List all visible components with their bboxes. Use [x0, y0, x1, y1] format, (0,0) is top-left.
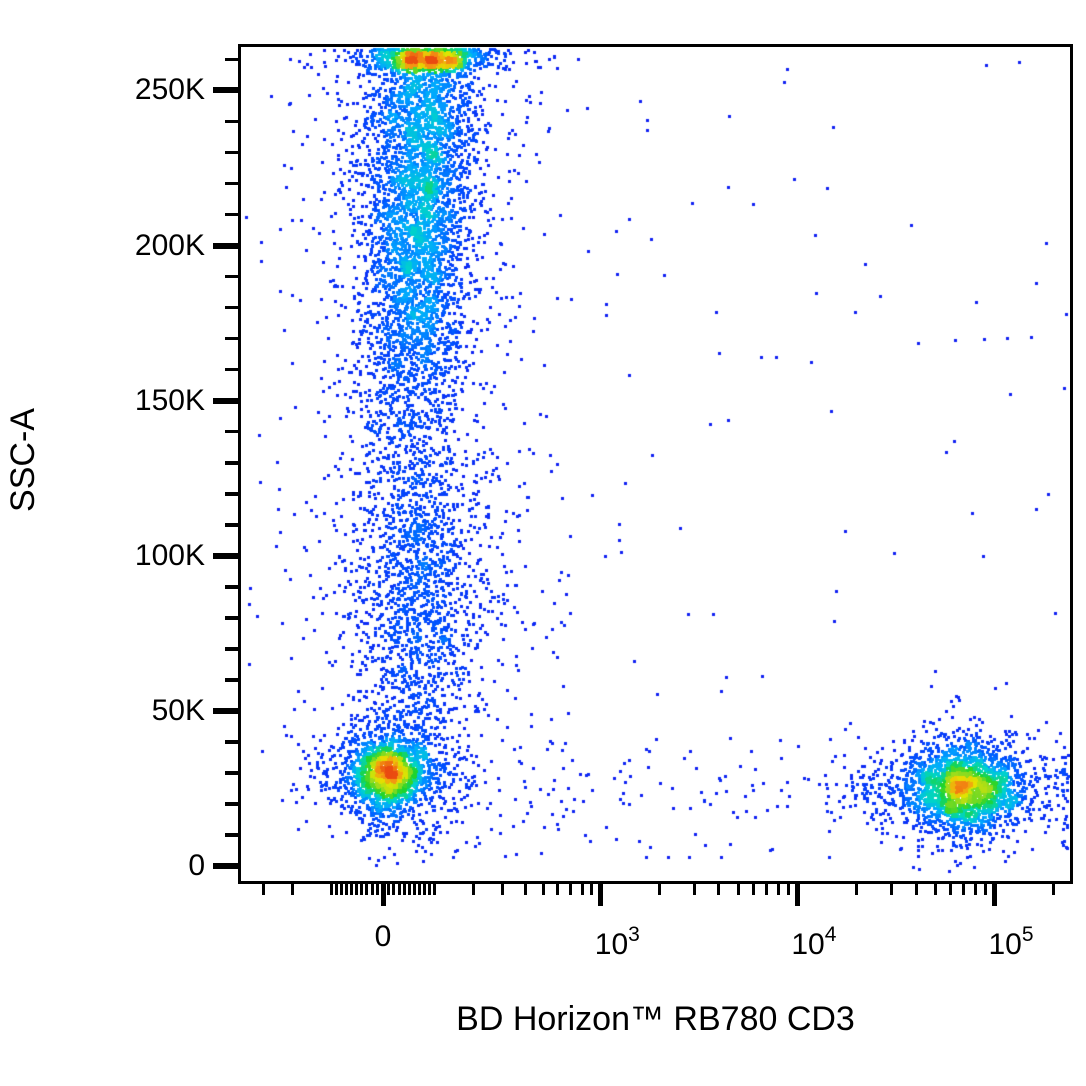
x-minor-tick: [776, 884, 780, 895]
y-minor-tick: [225, 57, 238, 62]
y-minor-tick: [225, 181, 238, 186]
x-minor-tick: [344, 884, 348, 895]
y-minor-tick: [225, 678, 238, 682]
x-major-tick: [598, 884, 604, 906]
x-minor-tick: [432, 884, 436, 895]
x-minor-tick: [962, 884, 966, 895]
x-minor-tick: [413, 884, 417, 895]
y-major-tick: [213, 397, 238, 404]
plot-area: [238, 44, 1073, 884]
y-minor-tick: [225, 429, 238, 434]
y-minor-tick: [225, 833, 238, 837]
y-minor-tick: [225, 274, 238, 279]
y-minor-tick: [225, 119, 238, 124]
y-tick-label: 200K: [134, 228, 205, 262]
x-minor-tick: [408, 884, 412, 895]
x-minor-tick: [365, 884, 369, 895]
y-minor-tick: [225, 740, 238, 744]
x-minor-tick: [427, 884, 431, 895]
x-minor-tick: [397, 884, 401, 895]
y-tick-label: 0: [188, 849, 205, 883]
x-minor-tick: [472, 884, 476, 895]
x-minor-tick: [501, 884, 505, 895]
x-axis-title: BD Horizon™ RB780 CD3: [456, 1000, 855, 1038]
x-minor-tick: [933, 884, 937, 895]
x-minor-tick: [1052, 884, 1056, 895]
dot-plot-canvas: [241, 47, 1070, 881]
x-minor-tick: [752, 884, 756, 895]
x-minor-tick: [523, 884, 527, 895]
y-tick-label: 250K: [134, 73, 205, 107]
y-minor-tick: [225, 616, 238, 620]
x-minor-tick: [973, 884, 977, 895]
y-minor-tick: [225, 492, 238, 496]
x-minor-tick: [569, 884, 573, 895]
x-minor-tick: [370, 884, 374, 895]
x-minor-tick: [736, 884, 740, 895]
x-minor-tick: [261, 884, 265, 895]
x-minor-tick: [914, 884, 918, 895]
x-minor-tick: [786, 884, 790, 895]
y-minor-tick: [225, 647, 238, 651]
x-minor-tick: [949, 884, 953, 895]
y-major-tick: [213, 87, 238, 94]
x-minor-tick: [360, 884, 364, 895]
x-minor-tick: [330, 884, 334, 895]
y-tick-label: 150K: [134, 383, 205, 417]
x-tick-label: 105: [988, 923, 1034, 961]
y-minor-tick: [225, 802, 238, 806]
y-tick-label: 100K: [134, 538, 205, 572]
x-minor-tick: [349, 884, 353, 895]
x-tick-label: 0: [374, 920, 392, 953]
y-minor-tick: [225, 461, 238, 465]
x-minor-tick: [402, 884, 406, 895]
x-minor-tick: [290, 884, 294, 895]
x-minor-tick: [386, 884, 390, 895]
x-minor-tick: [339, 884, 343, 895]
y-major-tick: [213, 863, 238, 870]
y-minor-tick: [225, 523, 238, 527]
x-major-tick: [380, 884, 386, 906]
y-minor-tick: [225, 305, 238, 310]
y-minor-tick: [225, 367, 238, 372]
x-minor-tick: [556, 884, 560, 895]
x-minor-tick: [855, 884, 859, 895]
x-minor-tick: [418, 884, 422, 895]
x-major-tick: [991, 884, 997, 906]
x-minor-tick: [392, 884, 396, 895]
x-tick-label: 104: [791, 923, 837, 961]
x-minor-tick: [658, 884, 662, 895]
x-tick-label: 103: [594, 923, 640, 961]
x-minor-tick: [889, 884, 893, 895]
x-minor-tick: [580, 884, 584, 895]
y-minor-tick: [225, 585, 238, 589]
y-axis-title: SSC-A: [4, 408, 42, 512]
y-major-tick: [213, 552, 238, 559]
x-minor-tick: [335, 884, 339, 895]
x-minor-tick: [692, 884, 696, 895]
y-tick-label: 50K: [151, 693, 205, 727]
x-minor-tick: [423, 884, 427, 895]
x-minor-tick: [765, 884, 769, 895]
x-minor-tick: [717, 884, 721, 895]
y-minor-tick: [225, 150, 238, 155]
y-minor-tick: [225, 212, 238, 217]
x-minor-tick: [590, 884, 594, 895]
x-minor-tick: [983, 884, 987, 895]
y-minor-tick: [225, 336, 238, 341]
y-major-tick: [213, 242, 238, 249]
x-minor-tick: [354, 884, 358, 895]
y-minor-tick: [225, 771, 238, 775]
x-minor-tick: [541, 884, 545, 895]
x-major-tick: [794, 884, 800, 906]
y-major-tick: [213, 707, 238, 714]
x-minor-tick: [376, 884, 380, 895]
